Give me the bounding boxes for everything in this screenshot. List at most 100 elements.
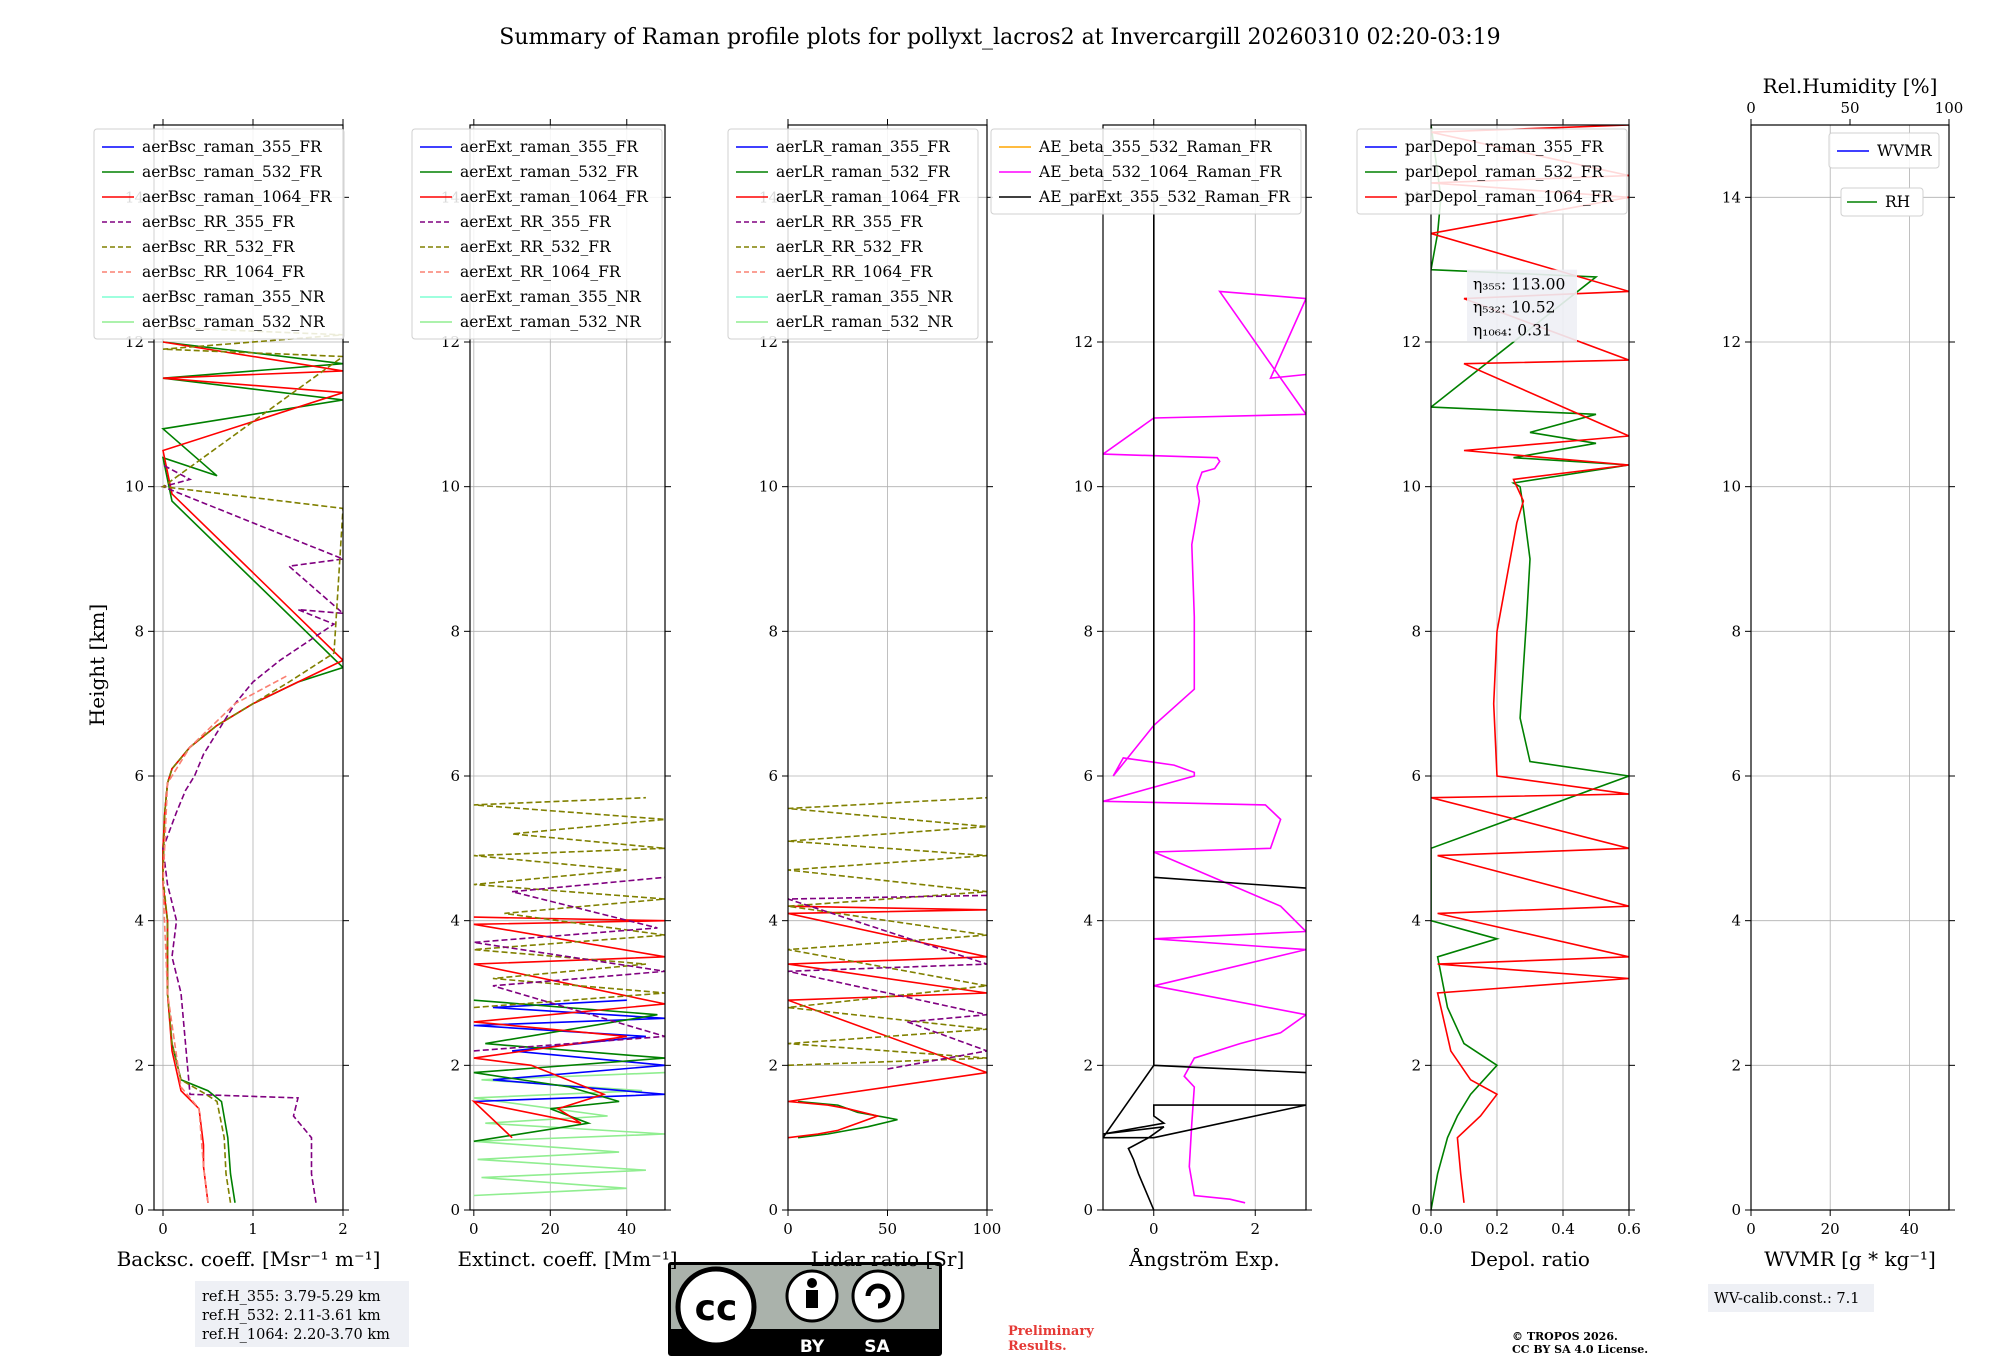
y-tick-label: 6 — [134, 767, 144, 785]
x-tick-label: 0 — [158, 1220, 168, 1238]
legend-entry: aerExt_raman_532_FR — [460, 163, 639, 181]
legend-entry: aerExt_raman_355_NR — [460, 288, 642, 306]
panel-extinction: 0204002468101214Extinct. coeff. [Mm⁻¹]ae… — [411, 119, 678, 1271]
x-axis-label: Lidar ratio [Sr] — [811, 1247, 965, 1271]
x-tick-label: 2 — [1250, 1220, 1260, 1238]
y-tick-label: 10 — [1402, 478, 1421, 496]
y-tick-label: 0 — [134, 1201, 144, 1219]
legend-box — [93, 128, 345, 340]
wv-calib-box: WV-calib.const.: 7.1 — [1708, 1284, 1874, 1312]
legend-box — [1828, 132, 1940, 169]
top-axis-label: Rel.Humidity [%] — [1763, 74, 1938, 98]
cc-sa-text: SA — [864, 1337, 890, 1357]
y-tick-label: 8 — [450, 622, 460, 640]
ref-h-532: ref.H_532: 2.11-3.61 km — [202, 1308, 381, 1324]
y-tick-label: 6 — [1083, 767, 1093, 785]
legend-entry: aerBsc_raman_355_NR — [142, 288, 326, 306]
y-tick-label: 6 — [1411, 767, 1421, 785]
y-tick-label: 4 — [1083, 912, 1093, 930]
y-tick-label: 0 — [450, 1201, 460, 1219]
top-x-tick-label: 50 — [1840, 99, 1859, 117]
x-tick-label: 20 — [541, 1220, 560, 1238]
preliminary-label-2: Results. — [1008, 1339, 1067, 1354]
legend: aerExt_raman_355_FR aerExt_raman_532_FRae… — [411, 128, 663, 340]
y-tick-label: 12 — [1722, 333, 1741, 351]
plot-frame — [1430, 124, 1630, 1211]
series-line-parDepol_raman_1064_FR — [1431, 125, 1629, 1203]
ref-h-1064: ref.H_1064: 2.20-3.70 km — [202, 1327, 390, 1343]
series-line-aerLR_raman_1064_FR — [788, 905, 987, 1139]
series-group — [788, 796, 987, 1139]
y-tick-label: 2 — [1083, 1056, 1093, 1074]
x-axis-label: Ångström Exp. — [1128, 1246, 1279, 1271]
legend-entry: parDepol_raman_532_FR — [1405, 163, 1605, 181]
y-tick-label: 10 — [1722, 478, 1741, 496]
legend-entry: aerExt_raman_532_NR — [460, 313, 642, 331]
y-tick-label: 10 — [441, 478, 460, 496]
sa-share-icon — [851, 1269, 905, 1323]
y-tick-label: 4 — [1411, 912, 1421, 930]
x-tick-label: 0.6 — [1617, 1220, 1641, 1238]
series-line-aerBsc_RR_1064_FR — [162, 673, 290, 1203]
plot-frame — [1102, 124, 1307, 1211]
top-x-tick-label: 0 — [1746, 99, 1756, 117]
legend-entry: aerLR_RR_355_FR — [776, 213, 924, 231]
series-group — [1431, 125, 1629, 1210]
y-tick-label: 0 — [1731, 1201, 1741, 1219]
y-tick-label: 8 — [1411, 622, 1421, 640]
y-tick-label: 14 — [1722, 188, 1741, 206]
y-tick-label: 4 — [1731, 912, 1741, 930]
plot-frame — [1750, 124, 1950, 1211]
by-person-head — [807, 1278, 817, 1288]
y-tick-label: 8 — [1731, 622, 1741, 640]
legend-box — [727, 128, 979, 340]
legend-entry: aerExt_raman_355_FR — [460, 138, 639, 156]
legend-rh: RH — [1840, 187, 1924, 217]
legend-entry: aerLR_RR_532_FR — [776, 238, 924, 256]
wv-calib-bg — [1708, 1284, 1874, 1312]
cc-circle-icon — [675, 1266, 757, 1348]
x-tick-label: 1 — [248, 1220, 258, 1238]
series-line-aerExt_raman_532_NR — [473, 1071, 665, 1197]
y-tick-label: 10 — [759, 478, 778, 496]
y-tick-label: 0 — [1083, 1201, 1093, 1219]
ref-height-box-bg — [195, 1281, 409, 1347]
y-tick-label: 2 — [450, 1056, 460, 1074]
legend: aerBsc_raman_355_FR aerBsc_raman_532_FRae… — [93, 128, 345, 340]
legend-entry: aerBsc_RR_1064_FR — [142, 263, 306, 281]
height-axis-label: Height [km] — [85, 604, 109, 726]
copyright-line-2: CC BY SA 4.0 License. — [1512, 1343, 1648, 1356]
plot-frame — [469, 124, 666, 1211]
y-tick-label: 2 — [1731, 1056, 1741, 1074]
panel-backscatter: 01202468101214Backsc. coeff. [Msr⁻¹ m⁻¹]… — [93, 119, 380, 1271]
series-line-aerExt_RR_355_FR — [473, 876, 665, 1052]
legend-entry: aerBsc_raman_532_NR — [142, 313, 326, 331]
legend: aerLR_raman_355_FR aerLR_raman_532_FR aerL… — [727, 128, 979, 340]
legend-entry: aerExt_RR_1064_FR — [460, 263, 622, 281]
x-tick-label: 0.4 — [1551, 1220, 1575, 1238]
legend-entry: aerBsc_RR_355_FR — [142, 213, 296, 231]
legend-entry: aerExt_raman_1064_FR — [460, 188, 649, 206]
legend-entry: aerLR_raman_355_FR — [776, 138, 951, 156]
y-tick-label: 4 — [768, 912, 778, 930]
wv-calib-const: WV-calib.const.: 7.1 — [1714, 1291, 1860, 1307]
legend-entry: aerLR_raman_532_FR — [776, 163, 951, 181]
series-line-AE_parExt_355_532_Raman_FR — [1103, 197, 1306, 1210]
x-axis-label: Extinct. coeff. [Mm⁻¹] — [457, 1247, 677, 1271]
series-line-aerExt_RR_532_FR — [473, 796, 665, 1009]
legend-entry: parDepol_raman_355_FR — [1405, 138, 1605, 156]
x-tick-label: 0 — [783, 1220, 793, 1238]
by-person-body — [806, 1290, 818, 1308]
legend-entry: aerBsc_raman_355_FR — [142, 138, 323, 156]
y-tick-label: 10 — [125, 478, 144, 496]
top-x-tick-label: 100 — [1935, 99, 1964, 117]
legend-entry: AE_parExt_355_532_Raman_FR — [1038, 188, 1291, 206]
panel-lidar_ratio: 05010002468101214Lidar ratio [Sr]aerLR_r… — [727, 119, 1001, 1271]
y-tick-label: 0 — [1411, 1201, 1421, 1219]
x-tick-label: 20 — [1821, 1220, 1840, 1238]
legend-entry: aerLR_RR_1064_FR — [776, 263, 934, 281]
legend-entry: aerLR_raman_532_NR — [776, 313, 954, 331]
ref-height-box: ref.H_355: 3.79-5.29 km ref.H_532: 2.11-… — [195, 1281, 409, 1347]
series-line-aerLR_RR_532_FR — [788, 796, 987, 1067]
